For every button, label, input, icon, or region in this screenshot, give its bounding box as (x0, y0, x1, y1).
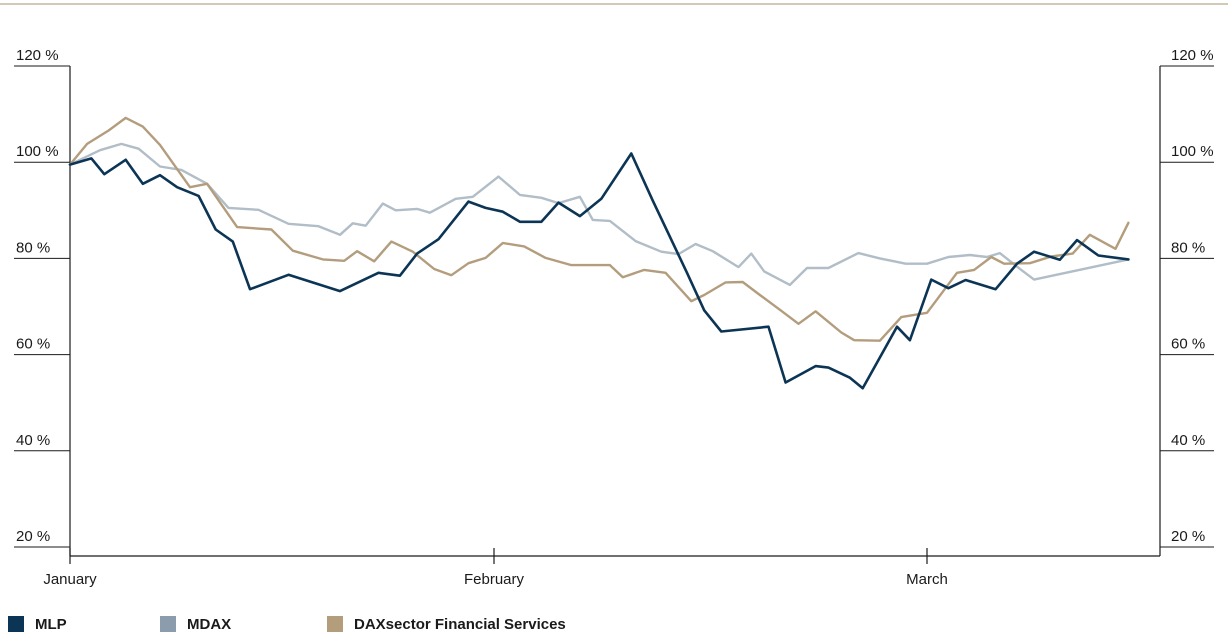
x-tick-label: February (464, 571, 525, 588)
legend-item-mlp: MLP (8, 614, 67, 634)
y-tick-label-right: 20 % (1171, 528, 1205, 545)
legend-label-daxsector: DAXsector Financial Services (354, 615, 566, 633)
tick-labels: 20 % 20 % 40 % 40 % 60 % 60 % 80 % 80 % 100 % 100… (16, 47, 1214, 588)
legend-swatch-daxsector (327, 616, 343, 632)
y-tick-label-right: 60 % (1171, 336, 1205, 353)
y-tick-label-left: 20 % (16, 528, 50, 545)
y-tick-label-left: 100 % (16, 143, 59, 160)
y-tick-label-right: 40 % (1171, 432, 1205, 449)
legend-label-mlp: MLP (35, 615, 67, 633)
series-line-mlp (68, 152, 1130, 390)
series-line-mdax (68, 142, 1130, 287)
series-lines (68, 116, 1130, 390)
x-tick-label: January (43, 571, 97, 588)
legend-item-daxsector: DAXsector Financial Services (327, 614, 566, 634)
y-tick-label-left: 120 % (16, 47, 59, 64)
line-chart: 20 % 20 % 40 % 40 % 60 % 60 % 80 % 80 % 100 % 100… (0, 3, 1228, 588)
y-tick-label-right: 120 % (1171, 47, 1214, 64)
y-tick-label-left: 40 % (16, 432, 50, 449)
axes (14, 65, 1214, 564)
series-line-daxsector-financial-services (68, 116, 1130, 342)
legend-swatch-mlp (8, 616, 24, 632)
legend-label-mdax: MDAX (187, 615, 232, 633)
y-tick-label-left: 80 % (16, 239, 50, 256)
x-tick-label: March (906, 571, 948, 588)
y-tick-label-right: 100 % (1171, 143, 1214, 160)
y-tick-label-right: 80 % (1171, 239, 1205, 256)
y-tick-label-left: 60 % (16, 336, 50, 353)
legend-swatch-mdax (160, 616, 176, 632)
legend-item-mdax: MDAX (160, 614, 231, 634)
